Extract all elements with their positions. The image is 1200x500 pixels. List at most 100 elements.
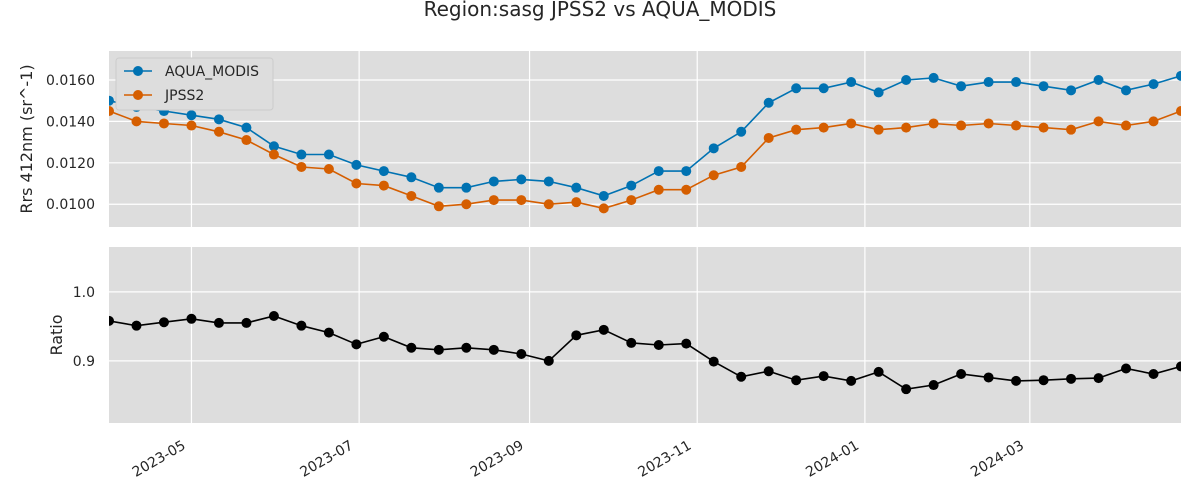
data-point	[406, 172, 417, 183]
data-point	[681, 184, 692, 195]
data-point	[406, 190, 417, 201]
data-point	[213, 114, 224, 125]
data-point	[763, 366, 774, 377]
legend: AQUA_MODIS JPSS2	[115, 57, 274, 111]
data-point	[1038, 375, 1049, 386]
data-point	[406, 342, 417, 353]
data-point	[791, 83, 802, 94]
data-point	[296, 149, 307, 160]
data-point	[791, 124, 802, 135]
x-tick-label: 2023-09	[468, 438, 527, 481]
data-point	[818, 83, 829, 94]
data-point	[158, 118, 169, 129]
y-axis-label: Rrs 412nm (sr^-1)	[17, 64, 36, 213]
data-point	[708, 356, 719, 367]
data-point	[433, 344, 444, 355]
data-point	[1176, 361, 1181, 372]
data-point	[626, 195, 637, 206]
data-point	[378, 331, 389, 342]
data-point	[323, 164, 334, 175]
data-point	[296, 320, 307, 331]
data-point	[928, 118, 939, 129]
data-point	[956, 120, 967, 131]
y-tick-label: 0.0160	[46, 73, 95, 89]
data-point	[1121, 363, 1132, 374]
data-point	[846, 118, 857, 129]
data-point	[213, 317, 224, 328]
data-point	[983, 118, 994, 129]
data-point	[378, 166, 389, 177]
data-point	[241, 122, 252, 133]
data-point	[213, 126, 224, 137]
data-point	[351, 159, 362, 170]
data-point	[598, 324, 609, 335]
data-point	[1148, 368, 1159, 379]
y-tick-label: 0.0100	[46, 197, 95, 213]
legend-label: JPSS2	[164, 88, 204, 104]
data-point	[461, 199, 472, 210]
data-point	[598, 190, 609, 201]
data-point	[516, 348, 527, 359]
data-point	[543, 355, 554, 366]
data-point	[956, 368, 967, 379]
data-point	[351, 178, 362, 189]
data-point	[378, 180, 389, 191]
data-point	[901, 122, 912, 133]
data-point	[186, 110, 197, 121]
data-point	[928, 72, 939, 83]
data-point	[461, 182, 472, 193]
data-point	[268, 141, 279, 152]
series-group	[109, 70, 1181, 214]
data-point	[1148, 116, 1159, 127]
data-point	[323, 149, 334, 160]
data-point	[488, 344, 499, 355]
y-tick-label: 0.9	[73, 354, 95, 370]
data-point	[543, 199, 554, 210]
data-point	[763, 97, 774, 108]
legend-frame	[115, 57, 274, 111]
data-point	[653, 166, 664, 177]
data-point	[296, 161, 307, 172]
x-tick-label: 2024-01	[803, 438, 862, 481]
data-point	[846, 375, 857, 386]
data-point	[323, 327, 334, 338]
data-point	[1121, 85, 1132, 96]
panel-2: 2023-05 2023-07 2023-09 2023-11 2024-01 2024-…	[47, 247, 1181, 481]
data-point	[1038, 81, 1049, 92]
data-point	[488, 176, 499, 187]
data-point	[818, 122, 829, 133]
data-point	[956, 81, 967, 92]
data-point	[1176, 106, 1181, 117]
data-point	[1011, 120, 1022, 131]
data-point	[433, 201, 444, 212]
data-point	[571, 182, 582, 193]
data-point	[736, 371, 747, 382]
data-point	[186, 313, 197, 324]
data-point	[873, 124, 884, 135]
data-point	[1093, 74, 1104, 85]
data-point	[488, 195, 499, 206]
data-point	[433, 182, 444, 193]
data-point	[241, 135, 252, 146]
data-point	[268, 311, 279, 322]
panel-1: 0.0100 0.0120 0.0140 0.0160 Rrs 412nm (sr^-1…	[17, 51, 1181, 227]
data-point	[1066, 373, 1077, 384]
data-point	[1093, 373, 1104, 384]
data-point	[1011, 375, 1022, 386]
data-point	[818, 371, 829, 382]
data-point	[351, 339, 362, 350]
data-point	[901, 384, 912, 395]
data-point	[736, 161, 747, 172]
data-point	[763, 132, 774, 143]
data-point	[109, 95, 114, 106]
y-axis-label: Ratio	[47, 314, 66, 355]
x-tick-label: 2024-03	[968, 438, 1027, 481]
data-point	[109, 106, 114, 117]
data-point	[846, 77, 857, 88]
legend-marker	[133, 90, 143, 100]
series-group	[109, 311, 1181, 395]
data-point	[681, 338, 692, 349]
y-tick-label: 0.0120	[46, 156, 95, 172]
